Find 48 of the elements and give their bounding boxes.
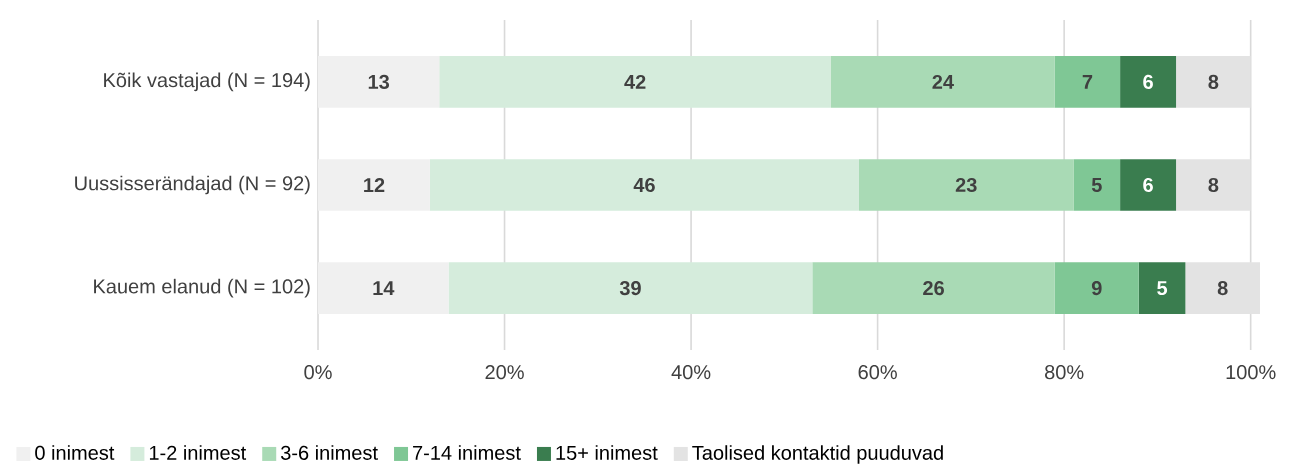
data-label: 8 [1217,281,1228,296]
data-label: 12 [364,178,385,193]
x-tick-label: 60% [858,365,897,380]
x-tick-label: 40% [671,365,711,380]
x-tick-label: 0% [304,365,332,380]
legend-label: 3-6 inimest [280,445,378,461]
x-tick-label: 80% [1045,365,1084,380]
data-label: 7 [1082,75,1093,89]
data-label: 5 [1157,281,1168,296]
bar [439,56,831,108]
bar [1073,159,1121,211]
data-label: 24 [932,75,954,90]
data-label: 5 [1091,178,1102,193]
data-label: 8 [1208,74,1219,90]
data-label: 39 [619,281,641,296]
data-label: 6 [1143,178,1153,193]
bar [858,159,1074,211]
bar [448,262,813,315]
bar [812,262,1055,315]
bar [1120,56,1177,108]
data-label: 8 [1208,178,1219,193]
bar [318,56,440,108]
data-label: 6 [1143,74,1153,90]
data-label: 23 [955,178,977,193]
y-tick-label: Uussisserändajad (N = 92) [75,175,310,195]
bar [1054,56,1121,108]
data-label: 9 [1091,281,1102,296]
x-tick-label: 20% [485,365,524,380]
bar [1054,262,1139,315]
x-tick-label: 100% [1226,365,1276,380]
data-label: 26 [923,281,944,296]
legend-label: 0 inimest [35,445,115,461]
data-label: 14 [373,281,395,296]
y-tick-label: Kauem elanud (N = 102) [94,278,310,298]
legend-label: Taolised kontaktid puuduvad [692,445,943,464]
data-label: 13 [368,74,390,90]
y-tick-label: Kõik vastajad (N = 194) [104,72,310,92]
legend-label: 1-2 inimest [149,445,247,461]
data-label: 46 [633,178,655,193]
bar [1138,262,1186,315]
bar [1120,159,1177,211]
bar [318,262,449,315]
bar [830,56,1055,108]
legend-label: 7-14 inimest [413,445,521,461]
bar [429,159,859,211]
data-label: 42 [624,75,646,90]
legend-label: 15+ inimest [556,445,658,461]
bar [318,159,430,211]
